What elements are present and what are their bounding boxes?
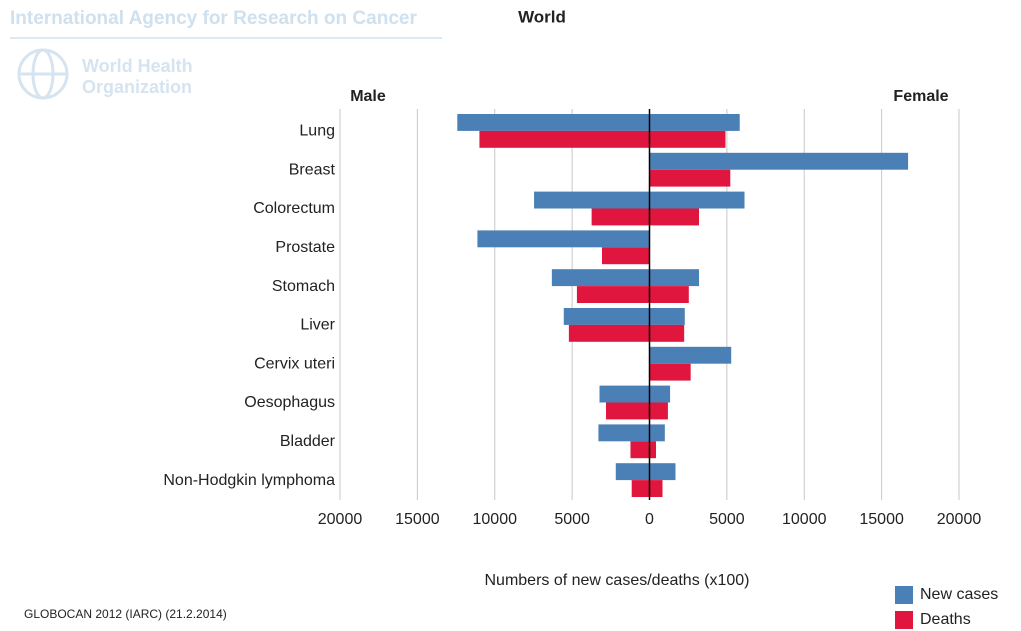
bar	[649, 363, 691, 381]
bar	[457, 114, 650, 131]
bar	[649, 191, 745, 209]
bar	[649, 169, 731, 187]
bar	[477, 230, 650, 248]
bar	[563, 308, 650, 325]
legend-label: New cases	[920, 586, 998, 603]
x-tick-label: 5000	[709, 511, 745, 528]
bar	[649, 402, 668, 420]
legend-swatch	[895, 586, 913, 604]
category-label: Bladder	[280, 433, 336, 450]
x-tick-label: 0	[645, 511, 654, 528]
bar	[649, 308, 685, 325]
bar	[649, 480, 663, 497]
category-label: Oesophagus	[244, 394, 335, 411]
x-axis-label: Numbers of new cases/deaths (x100)	[484, 572, 749, 589]
x-tick-label: 20000	[937, 511, 982, 528]
bar	[576, 286, 650, 303]
category-label: Stomach	[272, 278, 335, 295]
legend-swatch	[895, 611, 913, 629]
chart-title: World	[518, 7, 566, 26]
bar	[649, 441, 656, 459]
bar	[649, 114, 740, 131]
bar	[598, 424, 650, 442]
bar	[551, 269, 650, 287]
bar	[631, 480, 650, 497]
x-tick-label: 10000	[782, 511, 827, 528]
bar	[649, 346, 732, 364]
bar	[599, 385, 650, 403]
bar	[649, 324, 685, 342]
x-tick-label: 20000	[318, 511, 363, 528]
bar	[649, 463, 676, 481]
bar	[568, 324, 650, 342]
bar	[601, 247, 650, 265]
bar	[649, 286, 689, 303]
bar	[649, 208, 700, 226]
category-label: Breast	[289, 161, 336, 178]
x-tick-label: 10000	[473, 511, 518, 528]
who-name: World Health	[82, 56, 193, 76]
category-label: Lung	[299, 123, 335, 140]
x-tick-label: 15000	[859, 511, 904, 528]
bar	[534, 191, 650, 209]
organization: International Agency for Research on Can…	[10, 8, 417, 29]
who-name: Organization	[82, 77, 192, 97]
bar	[649, 130, 726, 148]
bar	[649, 269, 700, 287]
category-label: Cervix uteri	[254, 355, 335, 372]
category-label: Prostate	[275, 239, 335, 256]
bar	[591, 208, 650, 226]
bar	[649, 424, 665, 442]
x-tick-label: 15000	[395, 511, 440, 528]
legend-label: Deaths	[920, 611, 971, 628]
bar	[630, 441, 650, 459]
bar	[479, 130, 650, 148]
category-label: Liver	[300, 317, 335, 334]
bar	[649, 152, 909, 170]
bar	[649, 385, 671, 403]
bar	[606, 402, 650, 420]
source: GLOBOCAN 2012 (IARC) (21.2.2014)	[24, 607, 227, 621]
x-tick-label: 5000	[554, 511, 590, 528]
who-logo	[17, 48, 69, 100]
bar	[615, 463, 650, 481]
category-label: Non-Hodgkin lymphoma	[163, 472, 335, 489]
left-label: Male	[350, 88, 386, 105]
right-label: Female	[893, 88, 948, 105]
category-label: Colorectum	[253, 200, 335, 217]
